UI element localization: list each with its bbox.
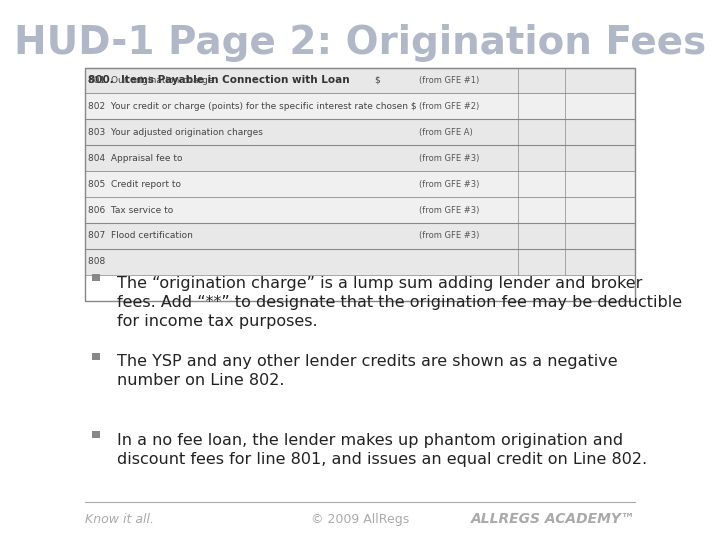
FancyBboxPatch shape [85,93,635,119]
FancyBboxPatch shape [85,171,635,197]
Text: In a no fee loan, the lender makes up phantom origination and
discount fees for : In a no fee loan, the lender makes up ph… [117,433,647,467]
Text: 801  Our origination charge: 801 Our origination charge [88,76,213,85]
FancyBboxPatch shape [85,68,635,93]
Text: The “origination charge” is a lump sum adding lender and broker
fees. Add “**” t: The “origination charge” is a lump sum a… [117,276,682,329]
Text: (from GFE #3): (from GFE #3) [418,206,479,214]
Text: 803  Your adjusted origination charges: 803 Your adjusted origination charges [88,128,263,137]
Text: (from GFE #3): (from GFE #3) [418,180,479,188]
FancyBboxPatch shape [85,197,635,223]
Text: © 2009 AllRegs: © 2009 AllRegs [311,513,409,526]
Text: 804  Appraisal fee to: 804 Appraisal fee to [88,154,182,163]
Text: 800.  Items Payable in Connection with Loan: 800. Items Payable in Connection with Lo… [88,76,349,85]
Text: 805  Credit report to: 805 Credit report to [88,180,181,188]
FancyBboxPatch shape [92,431,100,438]
Text: HUD-1 Page 2: Origination Fees: HUD-1 Page 2: Origination Fees [14,24,706,62]
FancyBboxPatch shape [85,119,635,145]
FancyBboxPatch shape [85,145,635,171]
FancyBboxPatch shape [85,223,635,249]
FancyBboxPatch shape [92,353,100,360]
Text: (from GFE #1): (from GFE #1) [418,76,479,85]
FancyBboxPatch shape [85,68,635,93]
Text: 807  Flood certification: 807 Flood certification [88,232,192,240]
Text: Know it all.: Know it all. [85,513,153,526]
Text: 802  Your credit or charge (points) for the specific interest rate chosen $: 802 Your credit or charge (points) for t… [88,102,416,111]
Text: ALLREGS ACADEMY™: ALLREGS ACADEMY™ [471,512,635,526]
Text: (from GFE #3): (from GFE #3) [418,154,479,163]
Text: 806  Tax service to: 806 Tax service to [88,206,173,214]
Text: 808: 808 [88,258,111,266]
Text: (from GFE #2): (from GFE #2) [418,102,479,111]
FancyBboxPatch shape [92,274,100,281]
Text: (from GFE A): (from GFE A) [418,128,472,137]
Text: $: $ [374,76,380,85]
FancyBboxPatch shape [85,249,635,275]
Text: (from GFE #3): (from GFE #3) [418,232,479,240]
Text: The YSP and any other lender credits are shown as a negative
number on Line 802.: The YSP and any other lender credits are… [117,354,618,388]
